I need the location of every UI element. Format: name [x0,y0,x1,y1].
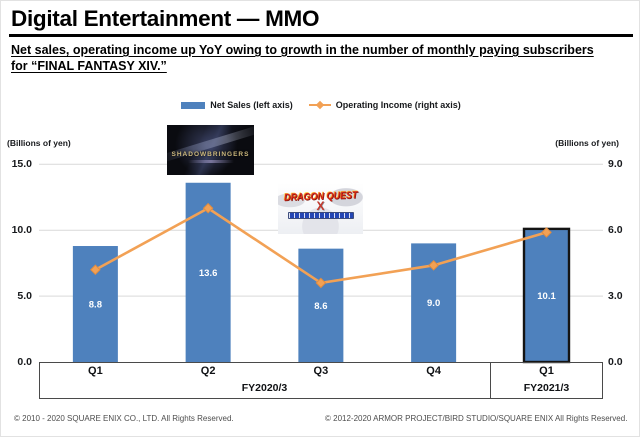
left-axis-unit-label: (Billions of yen) [7,138,71,148]
shadowbringers-logo-tagline [187,159,234,163]
fiscal-year-divider [490,363,492,398]
dragon-quest-x-logo-image: DRAGON QUEST X [278,183,363,234]
operating-income-marker [315,277,327,289]
legend-item-net-sales: Net Sales (left axis) [181,100,293,110]
net-sales-swatch-icon [181,101,206,109]
bar-value-label: 8.6 [314,301,327,312]
shadowbringers-logo-title: SHADOWBRINGERS [171,150,250,158]
operating-income-marker [541,227,552,238]
operating-income-marker [428,260,439,271]
subtitle-line-2: for “FINAL FANTASY XIV.” [11,59,167,74]
operating-income-line-icon [308,100,331,110]
dragon-quest-x-mark: X [316,199,325,213]
chart-legend: Net Sales (left axis) Operating Income (… [1,100,639,110]
copyright-right: © 2012-2020 ARMOR PROJECT/BIRD STUDIO/SQ… [325,414,628,423]
bar-value-label: 8.8 [89,300,102,311]
title-rule [9,34,633,37]
operating-income-marker [90,264,101,276]
page-title: Digital Entertainment — MMO [11,6,320,31]
dragon-quest-banner [288,213,353,218]
dragon-quest-logo-title: DRAGON QUEST [283,189,358,203]
shadowbringers-logo-image: SHADOWBRINGERS [167,125,254,175]
net-sales-bar [298,248,344,362]
bar-value-label: 13.6 [199,268,218,279]
right-axis-unit-label: (Billions of yen) [555,138,619,148]
operating-income-marker [202,202,214,214]
net-sales-bar-highlighted [522,227,571,364]
copyright-left: © 2010 - 2020 SQUARE ENIX CO., LTD. All … [14,414,234,423]
legend-item-operating-income: Operating Income (right axis) [308,100,461,110]
category-axis-box [39,362,603,399]
operating-income-legend-label: Operating Income (right axis) [335,100,461,110]
net-sales-legend-label: Net Sales (left axis) [210,100,293,110]
bar-value-label: 9.0 [427,298,440,309]
bar-value-label: 10.1 [537,291,556,302]
subtitle: Net sales, operating income up YoY owing… [11,42,594,75]
subtitle-line-1: Net sales, operating income up YoY owing… [11,43,594,57]
